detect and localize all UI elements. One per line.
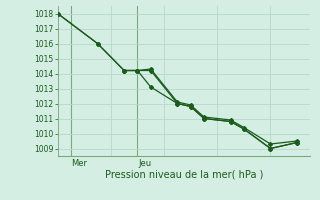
Text: Jeu: Jeu bbox=[138, 159, 151, 168]
X-axis label: Pression niveau de la mer( hPa ): Pression niveau de la mer( hPa ) bbox=[105, 170, 263, 180]
Text: Mer: Mer bbox=[71, 159, 87, 168]
